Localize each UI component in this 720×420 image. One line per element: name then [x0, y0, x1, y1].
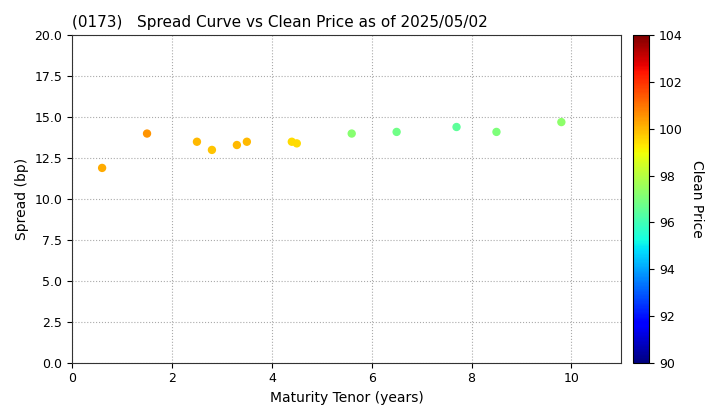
Point — [491, 129, 503, 135]
Text: (0173)   Spread Curve vs Clean Price as of 2025/05/02: (0173) Spread Curve vs Clean Price as of… — [72, 15, 488, 30]
X-axis label: Maturity Tenor (years): Maturity Tenor (years) — [270, 391, 423, 405]
Point — [291, 140, 302, 147]
Point — [206, 147, 217, 153]
Point — [231, 142, 243, 148]
Y-axis label: Spread (bp): Spread (bp) — [15, 158, 29, 240]
Point — [286, 138, 297, 145]
Point — [96, 165, 108, 171]
Point — [241, 138, 253, 145]
Point — [451, 123, 462, 130]
Point — [192, 138, 203, 145]
Y-axis label: Clean Price: Clean Price — [690, 160, 704, 238]
Point — [556, 119, 567, 126]
Point — [346, 130, 357, 137]
Point — [141, 130, 153, 137]
Point — [391, 129, 402, 135]
